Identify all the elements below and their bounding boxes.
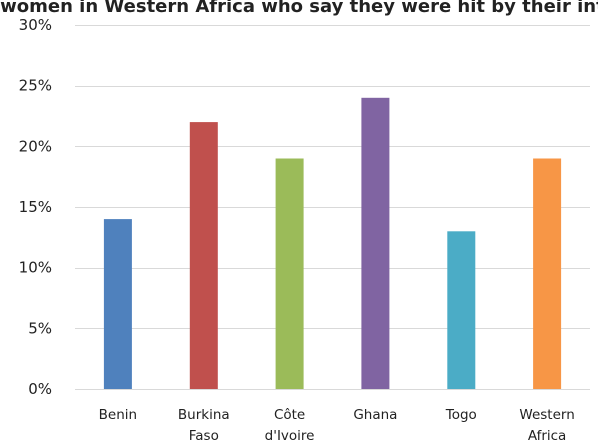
- bar: [275, 158, 304, 389]
- y-tick-label: 20%: [19, 137, 52, 155]
- x-category-label: Côte d'Ivoire: [265, 407, 315, 443]
- x-category-label: Burkina Faso: [178, 407, 230, 443]
- bar: [189, 122, 218, 389]
- y-tick-label: 30%: [19, 16, 52, 34]
- bar: [533, 158, 562, 389]
- x-category-label: Benin: [99, 407, 137, 423]
- x-category-label: Western Africa: [519, 407, 574, 443]
- bar: [361, 97, 390, 390]
- y-tick-label: 0%: [28, 380, 52, 398]
- bar: [103, 219, 132, 389]
- bar: [447, 231, 476, 389]
- y-tick-label: 5%: [28, 319, 52, 337]
- y-tick-label: 10%: [19, 259, 52, 277]
- y-axis-tick-labels: 0% 5% 10% 15% 20% 25% 30%: [19, 16, 52, 398]
- gridlines: [75, 25, 590, 390]
- x-axis-category-labels: Benin Burkina Faso Côte d'Ivoire Ghana Togo Wes…: [99, 407, 575, 443]
- x-category-label: Togo: [445, 407, 477, 423]
- y-tick-label: 25%: [19, 77, 52, 95]
- bars: [103, 97, 562, 390]
- x-category-label: Ghana: [353, 407, 397, 423]
- chart-title: Figure 2. Percentage of women in Western…: [0, 0, 598, 17]
- y-tick-label: 15%: [19, 198, 52, 216]
